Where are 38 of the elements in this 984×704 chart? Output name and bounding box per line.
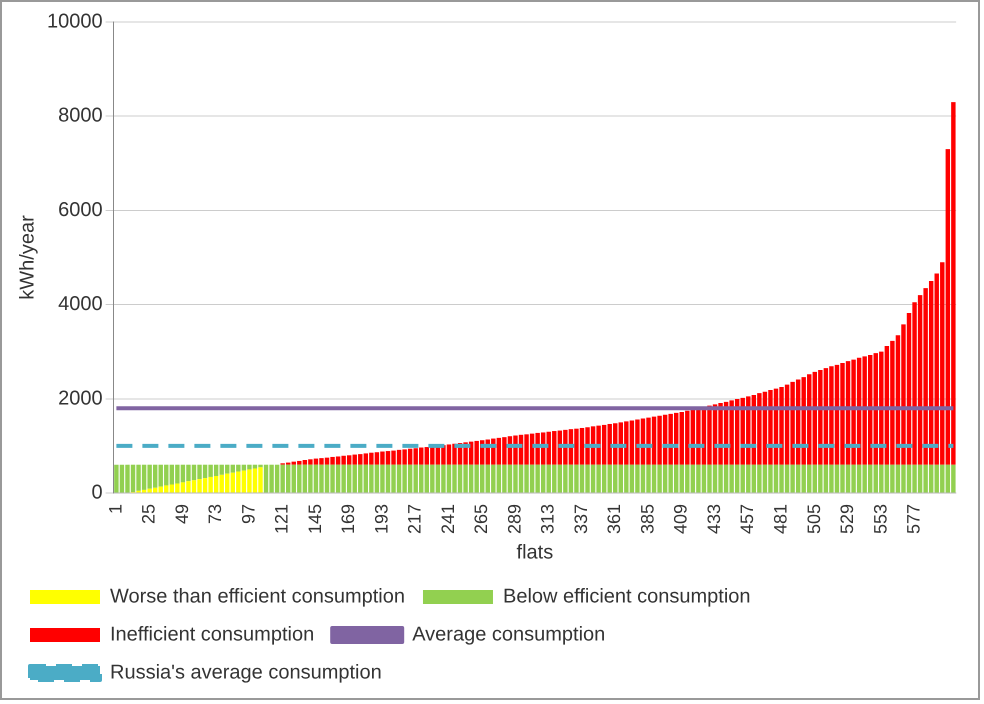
- x-tick-label: 409: [670, 504, 691, 534]
- x-tick-label: 289: [504, 504, 524, 534]
- x-tick-label: 313: [538, 504, 558, 534]
- y-axis-title: kWh/year: [16, 214, 39, 300]
- x-tick-label: 169: [338, 504, 358, 534]
- x-tick-label: 553: [870, 504, 890, 534]
- y-tick-label: 8000: [58, 104, 103, 127]
- x-tick-label: 73: [205, 504, 226, 524]
- legend-label: Average consumption: [412, 624, 606, 646]
- x-tick-label: 265: [471, 504, 492, 534]
- x-tick-label: 1: [105, 504, 126, 514]
- x-tick-label: 193: [371, 504, 392, 534]
- x-tick-label: 457: [737, 504, 758, 534]
- legend-label: Russia's average consumption: [110, 662, 382, 684]
- x-tick-label: 529: [837, 504, 858, 534]
- y-tick-label: 0: [91, 481, 103, 504]
- x-tick-label: 385: [637, 504, 658, 534]
- y-tick-label: 2000: [58, 387, 103, 410]
- x-tick-label: 121: [272, 504, 292, 534]
- y-tick-label: 6000: [58, 198, 103, 221]
- x-tick-label: 481: [770, 504, 790, 534]
- x-tick-label: 577: [904, 504, 924, 534]
- x-tick-label: 361: [604, 504, 624, 534]
- legend-label: Inefficient consumption: [110, 624, 314, 646]
- x-tick-label: 49: [172, 504, 192, 524]
- x-tick-label: 241: [438, 504, 458, 534]
- x-tick-label: 505: [804, 504, 824, 534]
- legend-label: Below efficient consumption: [502, 586, 751, 608]
- x-axis-title: flats: [516, 542, 554, 564]
- y-tick-label: 4000: [58, 293, 103, 316]
- legend-label: Worse than efficient consumption: [110, 586, 405, 608]
- y-tick-label: 10000: [46, 10, 103, 33]
- x-tick-label: 217: [404, 504, 425, 534]
- x-tick-label: 25: [138, 504, 159, 524]
- x-tick-label: 145: [304, 504, 325, 534]
- x-tick-label: 433: [704, 504, 724, 534]
- x-tick-label: 97: [238, 504, 258, 524]
- x-tick-label: 337: [570, 504, 591, 534]
